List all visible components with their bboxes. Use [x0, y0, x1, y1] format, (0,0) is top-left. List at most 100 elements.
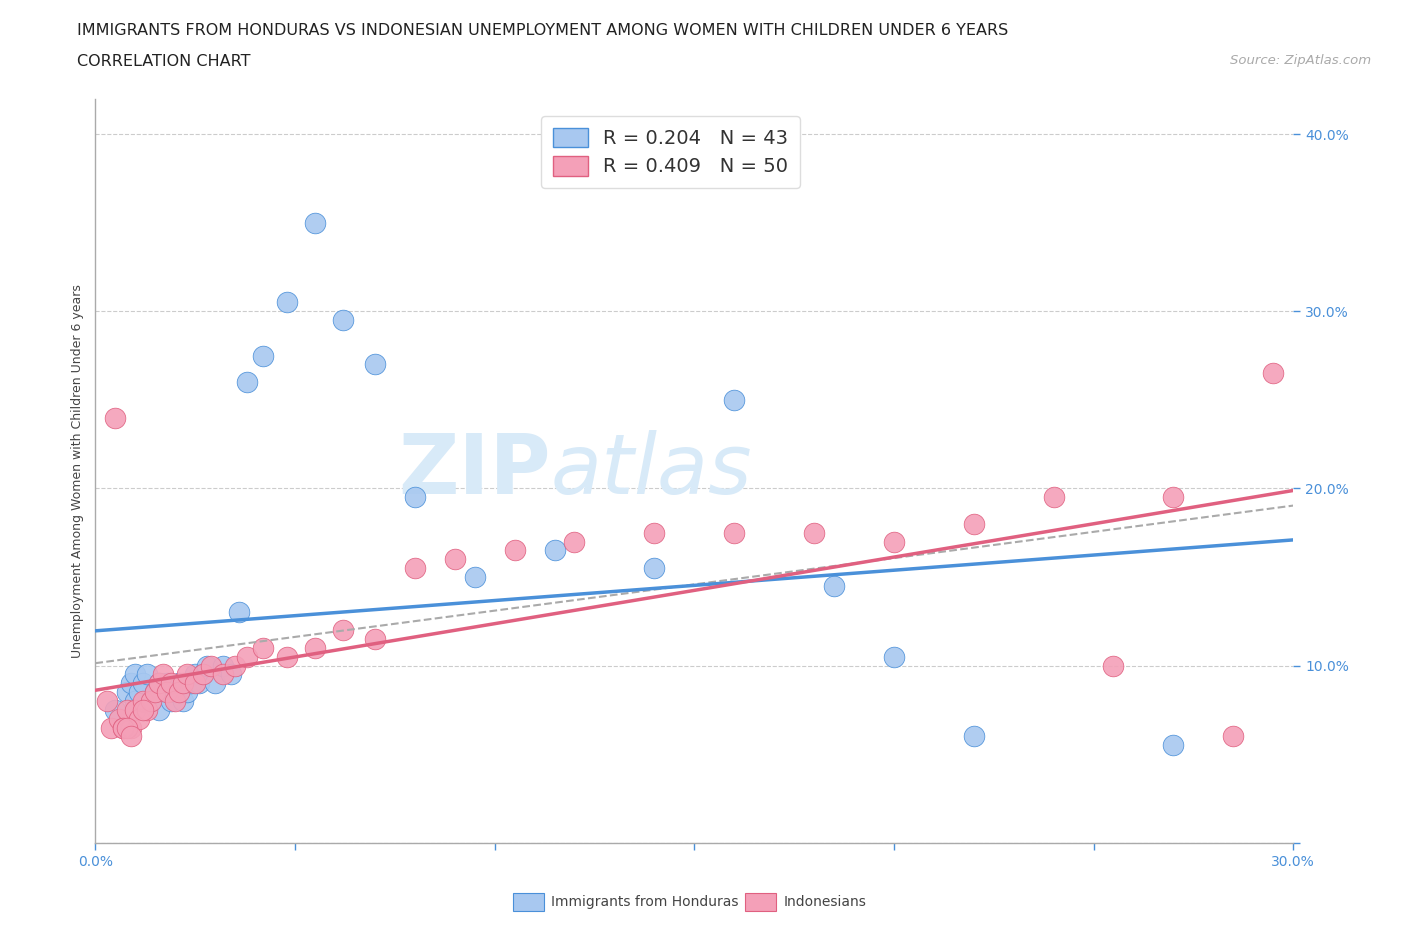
Point: [184, 667, 207, 682]
Point: [124, 667, 146, 682]
Text: CORRELATION CHART: CORRELATION CHART: [77, 54, 250, 69]
Point: [148, 702, 170, 717]
Point: [1222, 729, 1244, 744]
Text: ZIP: ZIP: [398, 431, 551, 512]
Point: [165, 694, 187, 709]
Point: [191, 667, 214, 682]
Point: [124, 694, 146, 709]
Point: [643, 525, 665, 540]
Point: [132, 702, 155, 717]
Point: [117, 702, 139, 717]
Text: atlas: atlas: [551, 431, 752, 512]
Point: [195, 658, 218, 673]
Point: [136, 702, 159, 717]
Point: [276, 295, 298, 310]
Point: [212, 658, 235, 673]
Point: [96, 694, 118, 709]
Point: [723, 392, 745, 407]
Legend: R = 0.204   N = 43, R = 0.409   N = 50: R = 0.204 N = 43, R = 0.409 N = 50: [541, 116, 800, 188]
Point: [176, 667, 198, 682]
Point: [443, 551, 465, 566]
Point: [723, 525, 745, 540]
Point: [128, 684, 150, 699]
Point: [167, 684, 190, 699]
Point: [1163, 490, 1185, 505]
Text: Source: ZipAtlas.com: Source: ZipAtlas.com: [1230, 54, 1371, 67]
Point: [823, 578, 845, 593]
Point: [200, 658, 222, 673]
Point: [172, 694, 194, 709]
Point: [963, 729, 986, 744]
Point: [108, 711, 131, 726]
Point: [464, 569, 486, 584]
Point: [643, 561, 665, 576]
Point: [304, 215, 326, 230]
Point: [224, 658, 246, 673]
Point: [117, 684, 139, 699]
Point: [883, 649, 905, 664]
Point: [112, 720, 135, 735]
Point: [236, 649, 259, 664]
Point: [132, 676, 155, 691]
Point: [188, 676, 211, 691]
Point: [120, 729, 142, 744]
Point: [212, 667, 235, 682]
Point: [148, 676, 170, 691]
Point: [180, 676, 202, 691]
Point: [332, 312, 354, 327]
Point: [252, 348, 274, 363]
Point: [276, 649, 298, 664]
Text: Immigrants from Honduras: Immigrants from Honduras: [551, 895, 738, 910]
Point: [120, 676, 142, 691]
Point: [143, 684, 166, 699]
Point: [141, 694, 163, 709]
Point: [404, 561, 426, 576]
Point: [128, 711, 150, 726]
Point: [1163, 737, 1185, 752]
Point: [252, 641, 274, 656]
Point: [143, 684, 166, 699]
Point: [1263, 365, 1285, 380]
Point: [883, 534, 905, 549]
Point: [803, 525, 825, 540]
Point: [167, 676, 190, 691]
Point: [191, 667, 214, 682]
Point: [332, 623, 354, 638]
Point: [120, 720, 142, 735]
Point: [104, 410, 127, 425]
Point: [1102, 658, 1125, 673]
Point: [364, 357, 387, 372]
Point: [172, 676, 194, 691]
Point: [141, 694, 163, 709]
Point: [219, 667, 242, 682]
Point: [117, 720, 139, 735]
Point: [132, 694, 155, 709]
Point: [228, 605, 250, 620]
Text: Indonesians: Indonesians: [783, 895, 866, 910]
Point: [304, 641, 326, 656]
Point: [1042, 490, 1064, 505]
Point: [204, 676, 226, 691]
Point: [165, 684, 187, 699]
Point: [176, 684, 198, 699]
Point: [156, 676, 179, 691]
Point: [104, 702, 127, 717]
Point: [112, 720, 135, 735]
Y-axis label: Unemployment Among Women with Children Under 6 years: Unemployment Among Women with Children U…: [72, 284, 84, 658]
Point: [148, 676, 170, 691]
Point: [100, 720, 122, 735]
Point: [503, 543, 526, 558]
Point: [963, 516, 986, 531]
Point: [152, 667, 174, 682]
Point: [364, 631, 387, 646]
Point: [160, 694, 183, 709]
Point: [156, 684, 179, 699]
Point: [236, 375, 259, 390]
Text: IMMIGRANTS FROM HONDURAS VS INDONESIAN UNEMPLOYMENT AMONG WOMEN WITH CHILDREN UN: IMMIGRANTS FROM HONDURAS VS INDONESIAN U…: [77, 23, 1008, 38]
Point: [404, 490, 426, 505]
Point: [184, 676, 207, 691]
Point: [543, 543, 565, 558]
Point: [152, 684, 174, 699]
Point: [136, 667, 159, 682]
Point: [124, 702, 146, 717]
